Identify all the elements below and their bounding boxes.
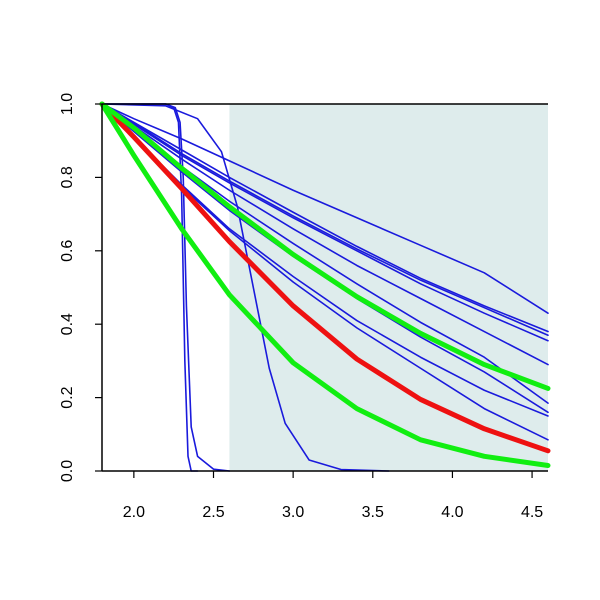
x-tick-label: 2.5 xyxy=(202,504,224,521)
series-line-blue-1 xyxy=(101,103,549,337)
y-tick-label: 0.8 xyxy=(59,166,76,188)
series-line-blue-10 xyxy=(101,103,231,472)
shaded-region xyxy=(229,104,548,471)
series-line-blue-3 xyxy=(101,103,549,314)
y-tick-label: 0.2 xyxy=(59,386,76,408)
series-line-blue-9 xyxy=(101,103,199,472)
series-line-green-14 xyxy=(99,101,551,468)
series-line-blue-11 xyxy=(101,103,390,472)
y-tick-label: 0.4 xyxy=(59,313,76,335)
y-tick-label: 0.0 xyxy=(59,460,76,482)
y-tick-label: 1.0 xyxy=(59,93,76,115)
y-tick-label: 0.6 xyxy=(59,240,76,262)
x-tick-label: 3.5 xyxy=(362,504,384,521)
x-tick-label: 4.0 xyxy=(441,504,463,521)
series-line-red-12 xyxy=(99,101,551,454)
shaded-region-layer xyxy=(229,104,548,471)
series-line-blue-2 xyxy=(101,103,549,333)
series-layer xyxy=(99,101,551,472)
x-tick-label: 3.0 xyxy=(282,504,304,521)
series-line-blue-0 xyxy=(101,103,549,342)
x-tick-label: 2.0 xyxy=(123,504,145,521)
series-line-green-13 xyxy=(99,101,551,391)
series-line-blue-4 xyxy=(101,103,549,366)
x-tick-label: 4.5 xyxy=(521,504,543,521)
axes-layer: 2.0 2.5 3.0 3.5 4.0 4.5 0.0 0.2 0.4 0.6 0.8 1.0 xyxy=(59,93,548,521)
